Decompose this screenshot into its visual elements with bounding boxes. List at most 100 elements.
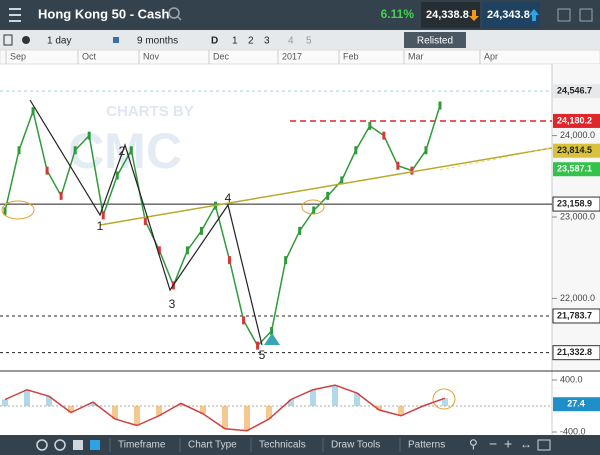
value-tag [553, 397, 600, 412]
price-tag-label: 21,783.7 [557, 310, 592, 320]
magnet-icon[interactable] [90, 440, 100, 450]
sell-price: 24,338.8 [426, 9, 469, 21]
month-label: Feb [343, 51, 359, 61]
relisted-label: Relisted [417, 36, 453, 47]
month-label: Mar [408, 51, 424, 61]
pattern-marker [264, 333, 280, 345]
month-label: Sep [10, 51, 26, 61]
y-tick-label: 24,000.0 [560, 130, 595, 140]
price-tag-label: 24,546.7 [557, 85, 592, 95]
sell-arrow [469, 10, 479, 21]
panel-icon[interactable] [3, 34, 13, 46]
candle [185, 246, 189, 255]
candle [298, 226, 302, 235]
candle [382, 131, 386, 140]
menu-item[interactable]: Chart Type [188, 440, 237, 451]
histogram-bar [156, 406, 162, 416]
histogram-bar [24, 389, 30, 407]
month-label: 2017 [282, 51, 302, 61]
settings-icon[interactable] [22, 36, 30, 44]
buy-price: 24,343.8 [487, 9, 530, 21]
trendline-extension [439, 147, 553, 171]
highlight-ellipse [1, 200, 35, 220]
price-tag [553, 113, 600, 128]
toolbar-item[interactable]: D [211, 36, 218, 47]
menu-icon[interactable] [9, 8, 21, 22]
sell-box[interactable] [421, 2, 480, 28]
candle [87, 131, 91, 140]
menu-item[interactable]: Timeframe [118, 440, 166, 451]
price-tag-label: 21,332.8 [557, 347, 592, 357]
candle [284, 256, 288, 265]
menu-item[interactable]: Draw Tools [331, 440, 380, 451]
fullscreen-icon[interactable] [537, 439, 551, 451]
histogram-bar [46, 396, 52, 407]
instrument-name[interactable]: Hong Kong 50 - Cash [38, 6, 170, 21]
highlight-ellipse [301, 199, 325, 215]
lock-icon [113, 37, 119, 43]
histogram-bar [178, 403, 184, 407]
candle [3, 207, 7, 216]
wave-pattern [29, 99, 263, 346]
histogram-bar [2, 399, 8, 407]
change-percent: 6.11% [381, 7, 415, 21]
toolbar-item[interactable]: 5 [306, 36, 312, 47]
histogram-bar [244, 406, 250, 431]
candle [368, 121, 372, 130]
maximize-icon[interactable] [579, 8, 593, 22]
relisted-button[interactable] [404, 32, 466, 48]
histogram-bar [68, 406, 74, 413]
popout-icon[interactable] [557, 8, 571, 22]
histogram-bar [310, 389, 316, 407]
scroll-icon[interactable]: ↔ [520, 437, 532, 451]
interval[interactable]: 1 day [47, 36, 71, 47]
price-tag [553, 162, 600, 177]
price-line [4, 105, 441, 347]
refresh-icon[interactable] [36, 439, 48, 451]
oscillator-line [4, 384, 446, 432]
candle [115, 171, 119, 180]
y-tick-label: 23,000.0 [560, 211, 595, 221]
zoom-out[interactable]: − [489, 436, 497, 452]
histogram-bar [398, 406, 404, 416]
price-tag [552, 345, 600, 361]
candle [340, 176, 344, 185]
search-icon[interactable] [168, 7, 180, 19]
month-label: Dec [213, 51, 230, 61]
range[interactable]: 9 months [137, 36, 178, 47]
price-tag-label: 23,158.9 [557, 198, 592, 208]
month-label: Oct [82, 51, 97, 61]
toolbar-item[interactable]: 3 [264, 36, 270, 47]
pattern-label: 2 [119, 144, 126, 158]
toolbar-item[interactable]: 1 [232, 36, 238, 47]
histogram-bar [200, 406, 206, 414]
candle [17, 146, 21, 155]
histogram-bar [90, 402, 96, 407]
highlight-ellipse [432, 388, 456, 410]
histogram-bar [332, 385, 338, 407]
price-tag-label: 23,814.5 [557, 145, 592, 155]
candle [326, 191, 330, 200]
histogram-bar [376, 406, 382, 410]
menu-item[interactable]: Patterns [408, 440, 445, 451]
histogram-bar [354, 393, 360, 407]
lock-icon[interactable] [73, 440, 83, 450]
clear-icon[interactable] [54, 439, 66, 451]
candle [143, 217, 147, 226]
menu-item[interactable]: Technicals [259, 440, 306, 451]
y-tick-label: 400.0 [560, 374, 583, 384]
candle [59, 191, 63, 200]
month-label: Nov [143, 51, 160, 61]
month-label: Apr [484, 51, 498, 61]
toolbar-item[interactable]: 4 [288, 36, 294, 47]
candle [410, 166, 414, 175]
pattern-label: 5 [259, 348, 266, 362]
histogram-bar [266, 406, 272, 420]
price-tag-label: 24,180.2 [557, 115, 592, 125]
zoom-in[interactable]: + [504, 436, 512, 452]
zoom-icon[interactable]: ⚲ [469, 437, 478, 451]
toolbar-item[interactable]: 2 [248, 36, 254, 47]
candle [270, 326, 274, 335]
trendline [99, 147, 553, 226]
